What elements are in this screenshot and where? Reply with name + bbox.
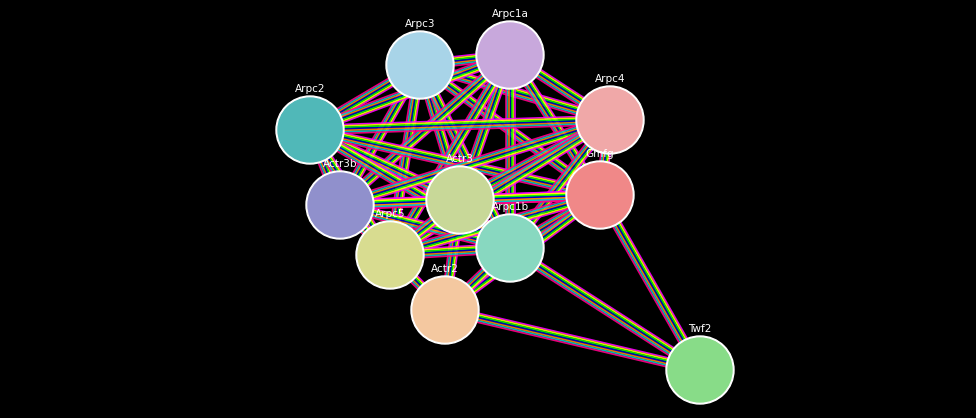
Circle shape — [576, 86, 644, 154]
Circle shape — [306, 171, 374, 239]
Text: Arpc1b: Arpc1b — [492, 202, 529, 212]
Text: Arpc3: Arpc3 — [405, 19, 435, 29]
Circle shape — [476, 214, 544, 282]
Circle shape — [278, 98, 342, 162]
Text: Arpc4: Arpc4 — [594, 74, 626, 84]
Circle shape — [276, 96, 344, 164]
Circle shape — [668, 338, 732, 402]
Circle shape — [308, 173, 372, 237]
Circle shape — [426, 166, 494, 234]
Circle shape — [411, 276, 479, 344]
Text: Arpc5: Arpc5 — [375, 209, 405, 219]
Circle shape — [413, 278, 477, 342]
Text: Arpc2: Arpc2 — [295, 84, 325, 94]
Circle shape — [478, 216, 542, 280]
Circle shape — [388, 33, 452, 97]
Text: Arpc1a: Arpc1a — [492, 9, 528, 19]
Text: Actr3: Actr3 — [446, 154, 474, 164]
Circle shape — [666, 336, 734, 404]
Circle shape — [386, 31, 454, 99]
Circle shape — [358, 223, 422, 287]
Circle shape — [356, 221, 424, 289]
Text: Twf2: Twf2 — [688, 324, 712, 334]
Circle shape — [478, 23, 542, 87]
Circle shape — [476, 21, 544, 89]
Circle shape — [568, 163, 632, 227]
Circle shape — [578, 88, 642, 152]
Circle shape — [428, 168, 492, 232]
Text: Actr2: Actr2 — [431, 264, 459, 274]
Circle shape — [566, 161, 634, 229]
Text: Actr3b: Actr3b — [323, 159, 357, 169]
Text: Gmfg: Gmfg — [586, 149, 614, 159]
